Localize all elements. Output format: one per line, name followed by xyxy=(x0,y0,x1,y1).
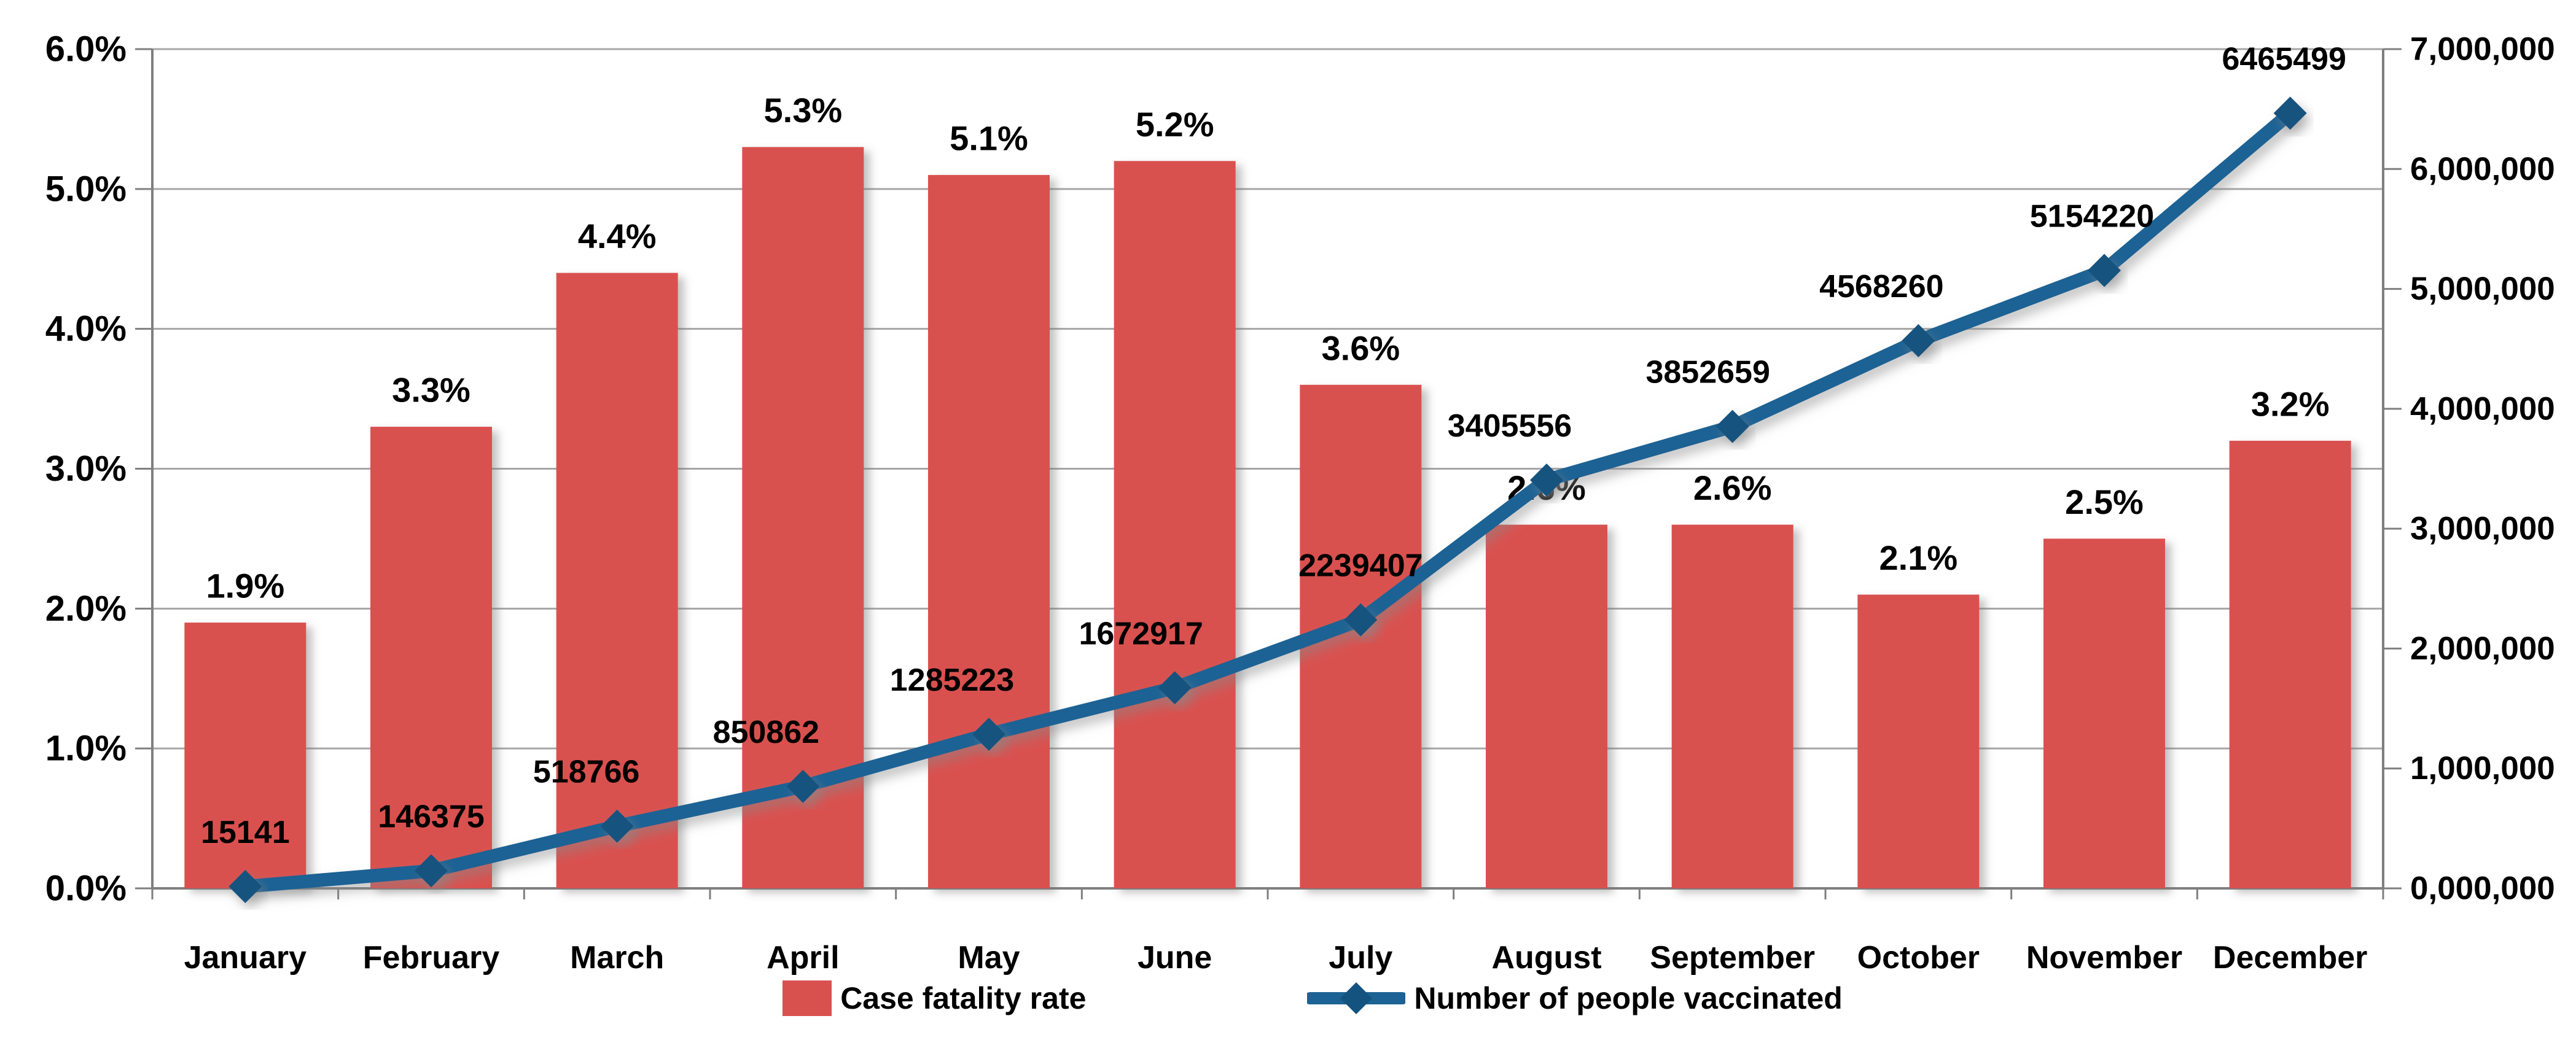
line-marker-diamond-icon xyxy=(2088,254,2121,287)
bar-value-label: 5.3% xyxy=(764,91,843,130)
bar-april xyxy=(742,147,864,888)
left-axis-tick-label: 5.0% xyxy=(45,169,127,209)
line-marker-diamond-icon xyxy=(228,870,262,904)
right-axis-tick-label: 0,000,000 xyxy=(2410,871,2555,907)
bar-february xyxy=(370,427,492,888)
bar-march xyxy=(556,273,678,888)
line-marker-diamond-icon xyxy=(1158,671,1192,705)
line-value-label: 1672917 xyxy=(1079,616,1203,651)
line-value-label: 6465499 xyxy=(2222,41,2346,77)
line-value-label: 5154220 xyxy=(2030,198,2154,234)
bar-may xyxy=(928,175,1050,888)
right-axis-tick-label: 5,000,000 xyxy=(2410,271,2555,307)
line-value-label: 3405556 xyxy=(1448,408,1572,444)
line-value-label: 146375 xyxy=(378,799,485,834)
bar-value-label: 3.3% xyxy=(392,371,470,409)
bar-december xyxy=(2229,440,2351,888)
vaccinated-line xyxy=(238,106,2297,894)
line-marker-diamond-icon xyxy=(415,854,448,888)
bar-october xyxy=(1857,594,1980,888)
x-axis-category-label: November xyxy=(2026,940,2182,976)
line-value-label: 3852659 xyxy=(1645,355,1770,390)
x-axis-category-label: March xyxy=(570,940,664,976)
right-axis-tick-label: 2,000,000 xyxy=(2410,631,2555,667)
x-axis-category-label: April xyxy=(767,940,839,976)
line-value-label: 2239407 xyxy=(1298,548,1423,584)
x-axis-category-label: September xyxy=(1650,940,1815,976)
line-value-label: 4568260 xyxy=(1819,269,1943,305)
line-series-swatch-icon xyxy=(1307,982,1406,1014)
x-axis-category-label: February xyxy=(363,940,500,976)
bar-series-swatch-icon xyxy=(783,980,832,1016)
right-axis-tick-label: 4,000,000 xyxy=(2410,390,2555,427)
bar-january xyxy=(184,623,306,888)
bar-june xyxy=(1114,161,1236,889)
line-marker-diamond-icon xyxy=(2273,96,2307,130)
right-axis-tick-label: 7,000,000 xyxy=(2410,31,2555,68)
line-value-label: 15141 xyxy=(201,815,290,850)
line-marker-diamond-icon xyxy=(1715,409,1749,443)
left-axis-tick-label: 4.0% xyxy=(45,309,127,349)
right-axis-tick-label: 6,000,000 xyxy=(2410,151,2555,187)
bar-value-label: 3.6% xyxy=(1322,328,1400,367)
left-axis-tick-label: 0.0% xyxy=(45,869,127,909)
bar-value-label: 2.6% xyxy=(1693,468,1772,507)
right-axis-tick-label: 1,000,000 xyxy=(2410,750,2555,786)
x-axis-category-label: June xyxy=(1138,940,1212,976)
legend-item-people-vaccinated: Number of people vaccinated xyxy=(1307,980,1843,1017)
left-axis-tick-label: 3.0% xyxy=(45,449,127,489)
line-marker-diamond-icon xyxy=(1530,463,1563,497)
bar-value-label: 1.9% xyxy=(206,567,285,605)
line-value-label: 518766 xyxy=(533,755,640,790)
bar-value-label: 5.1% xyxy=(950,119,1028,158)
legend-label-people-vaccinated: Number of people vaccinated xyxy=(1414,981,1843,1015)
bar-value-label: 5.2% xyxy=(1136,105,1214,144)
legend-item-case-fatality-rate: Case fatality rate xyxy=(783,980,1086,1017)
line-marker-diamond-icon xyxy=(972,718,1005,751)
line-marker-diamond-icon xyxy=(786,769,820,803)
left-axis-tick-label: 1.0% xyxy=(45,729,127,769)
legend: Case fatality rate Number of people vacc… xyxy=(25,980,2576,1017)
bar-value-label: 2.1% xyxy=(1879,538,1958,577)
bar-value-label: 4.4% xyxy=(578,217,657,255)
bar-value-label: 2.5% xyxy=(2065,483,2144,521)
line-marker-diamond-icon xyxy=(600,809,634,843)
bar-value-label: 3.2% xyxy=(2251,384,2330,423)
x-axis-category-label: January xyxy=(184,940,307,976)
x-axis-category-label: August xyxy=(1491,940,1601,976)
bar-november xyxy=(2043,538,2165,888)
x-axis-category-label: May xyxy=(958,940,1020,976)
x-axis-category-label: July xyxy=(1329,940,1392,976)
line-value-label: 1285223 xyxy=(890,662,1014,698)
line-value-label: 850862 xyxy=(713,715,820,750)
bar-september xyxy=(1671,524,1793,888)
right-axis-tick-label: 3,000,000 xyxy=(2410,511,2555,547)
x-axis-category-label: December xyxy=(2213,940,2367,976)
line-marker-diamond-icon xyxy=(1902,324,1935,357)
legend-label-case-fatality-rate: Case fatality rate xyxy=(840,981,1087,1015)
line-marker-diamond-icon xyxy=(1344,603,1378,637)
bar-august xyxy=(1486,524,1607,888)
left-axis-tick-label: 6.0% xyxy=(45,29,127,69)
left-axis-tick-label: 2.0% xyxy=(45,589,127,629)
x-axis-category-label: October xyxy=(1857,940,1980,976)
